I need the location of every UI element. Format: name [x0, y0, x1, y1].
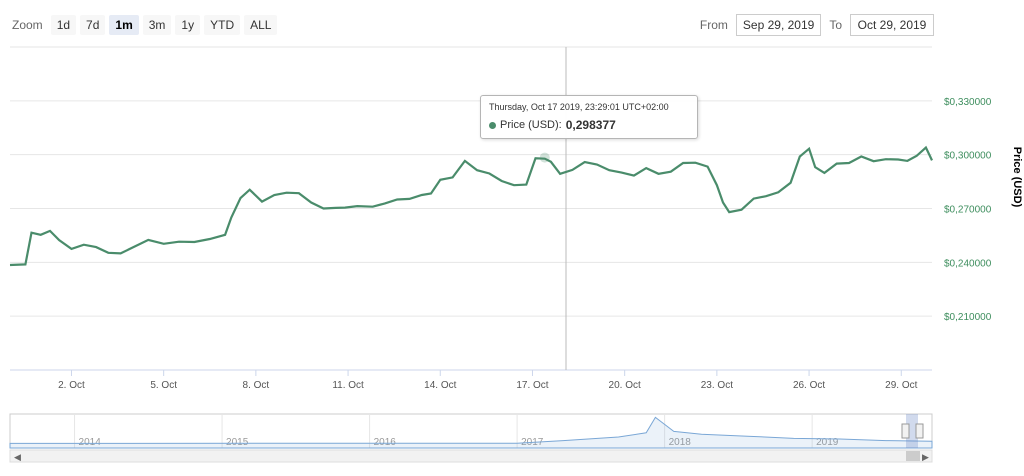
scrollbar-thumb[interactable] [906, 451, 920, 461]
x-tick-label: 29. Oct [885, 380, 917, 391]
zoom-bar: Zoom 1d 7d 1m 3m 1y YTD ALL [12, 14, 278, 36]
navigator-year-label: 2014 [79, 437, 102, 448]
navigator-series-line [9, 416, 933, 449]
zoom-button-ytd[interactable]: YTD [204, 15, 241, 35]
zoom-button-1m[interactable]: 1m [109, 15, 139, 35]
navigator[interactable]: 201420152016201720182019 ◀ ▶ [9, 413, 933, 463]
x-tick-label: 11. Oct [332, 380, 364, 391]
y-tick-label: $0,210000 [944, 312, 992, 323]
navigator-year-label: 2018 [669, 437, 692, 448]
tooltip-date: Thursday, Oct 17 2019, 23:29:01 UTC+02:0… [489, 102, 669, 112]
zoom-button-all[interactable]: ALL [244, 15, 278, 35]
tooltip-series-row: Price (USD): 0,298377 [489, 118, 689, 132]
tooltip-value: 0,298377 [565, 118, 616, 132]
y-tick-label: $0,330000 [944, 97, 992, 108]
navigator-handle-right[interactable] [915, 423, 924, 439]
date-range-selector: From Sep 29, 2019 To Oct 29, 2019 [700, 14, 934, 36]
tooltip: Thursday, Oct 17 2019, 23:29:01 UTC+02:0… [480, 95, 698, 139]
y-tick-label: $0,270000 [944, 205, 992, 216]
scrollbar-right-arrow-icon[interactable]: ▶ [922, 452, 929, 462]
x-tick-label: 5. Oct [150, 380, 177, 391]
y-tick-label: $0,240000 [944, 258, 992, 269]
to-date-input[interactable]: Oct 29, 2019 [850, 14, 934, 36]
x-tick-label: 14. Oct [424, 380, 456, 391]
zoom-button-1d[interactable]: 1d [50, 15, 77, 35]
from-label: From [699, 18, 728, 32]
navigator-handle-left[interactable] [901, 423, 910, 439]
y-axis-title: Price (USD) [1011, 147, 1023, 208]
x-axis: 2. Oct 5. Oct 8. Oct 11. Oct 14. Oct 17. Oct 2… [10, 369, 932, 391]
zoom-button-1y[interactable]: 1y [175, 15, 201, 35]
zoom-button-7d[interactable]: 7d [80, 15, 106, 35]
series-dot-icon [489, 121, 496, 129]
scrollbar-left-arrow-icon[interactable]: ◀ [14, 452, 21, 462]
x-tick-label: 20. Oct [609, 380, 641, 391]
to-label: To [829, 18, 842, 32]
navigator-year-label: 2019 [816, 437, 839, 448]
hover-marker [539, 152, 550, 163]
zoom-button-3m[interactable]: 3m [142, 15, 172, 35]
x-tick-label: 17. Oct [516, 380, 548, 391]
series-line-price [9, 145, 933, 267]
x-tick-label: 2. Oct [58, 380, 85, 391]
navigator-year-label: 2016 [374, 437, 397, 448]
y-tick-label: $0,300000 [944, 151, 992, 162]
from-date-input[interactable]: Sep 29, 2019 [735, 14, 822, 36]
zoom-label: Zoom [12, 18, 43, 32]
tooltip-series-label: Price (USD): [500, 119, 562, 131]
x-tick-label: 26. Oct [793, 380, 825, 391]
navigator-year-label: 2015 [226, 437, 249, 448]
scrollbar-track[interactable] [9, 449, 933, 463]
grid-lines [10, 46, 932, 317]
x-tick-label: 8. Oct [243, 380, 270, 391]
y-axis: $0,210000 $0,240000 $0,270000 $0,300000 $0,3… [944, 97, 992, 323]
x-tick-label: 23. Oct [701, 380, 733, 391]
navigator-selected-range [906, 414, 918, 448]
navigator-background [9, 413, 933, 449]
